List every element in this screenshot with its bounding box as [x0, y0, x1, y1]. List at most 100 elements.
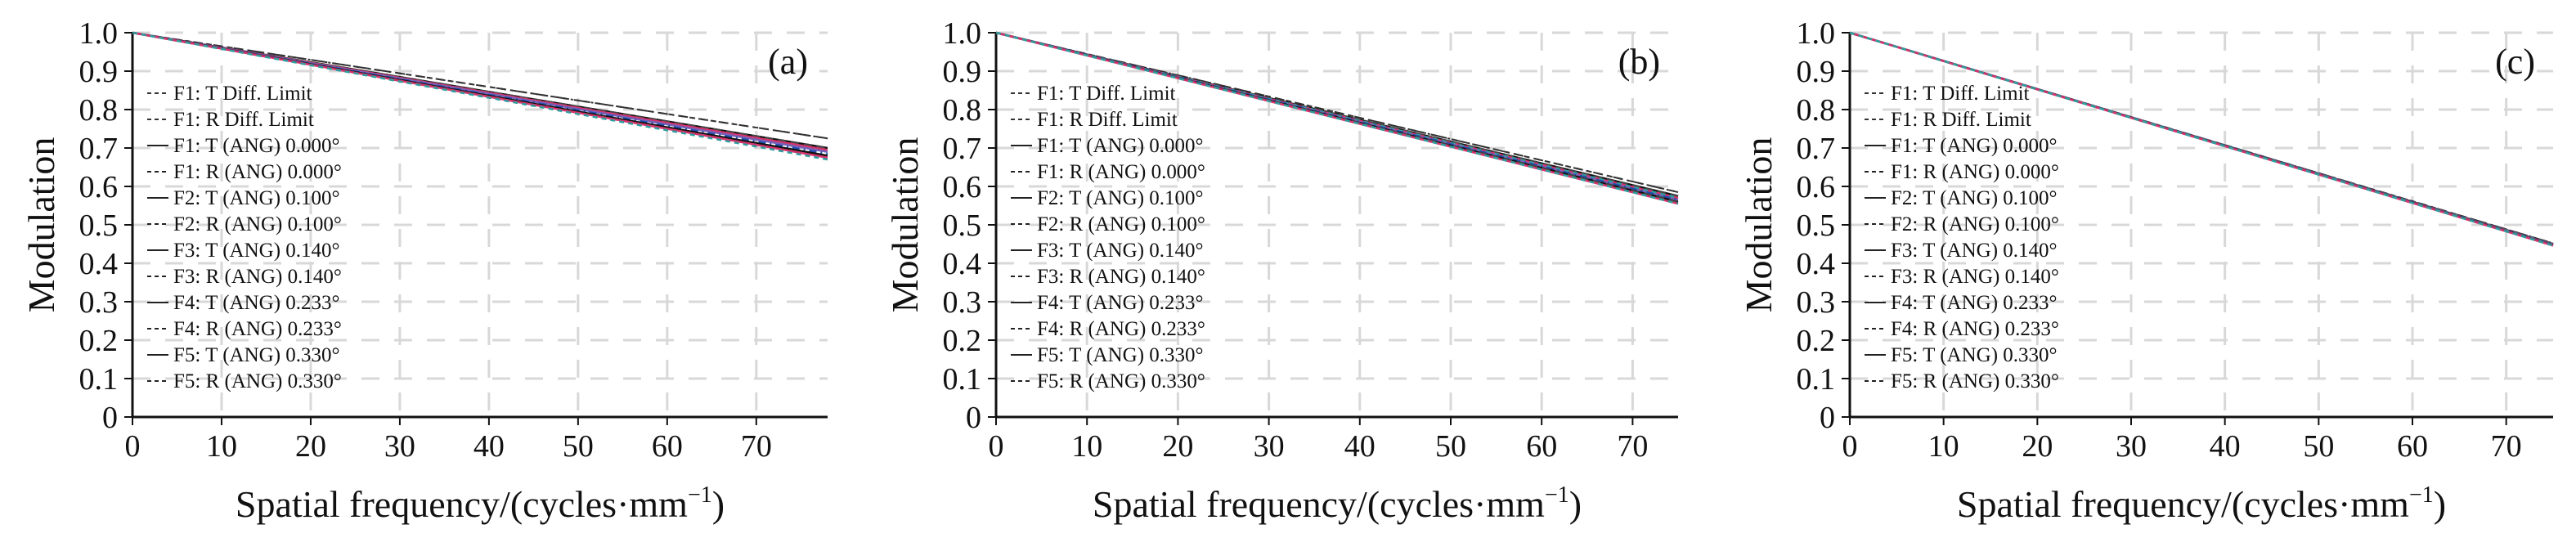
y-tick-label: 0.6: [79, 170, 119, 204]
legend-entry: F1: T (ANG) 0.000°: [1037, 135, 1204, 157]
y-tick-label: 0.9: [79, 55, 119, 89]
legend-entry: F5: R (ANG) 0.330°: [1037, 370, 1205, 392]
x-tick-label: 20: [295, 429, 326, 464]
x-tick-label: 10: [206, 429, 237, 464]
y-tick-label: 0.1: [79, 362, 119, 397]
x-tick-label: 0: [1842, 429, 1858, 464]
chart-panel-c: 00.10.20.30.40.50.60.70.80.91.00 10 20 30 40…: [1738, 16, 2554, 525]
y-tick-label: 0.7: [943, 132, 982, 166]
mtf-series-line: [995, 31, 1679, 201]
y-tick-label: 0.6: [943, 170, 982, 204]
x-tick-label: 60: [1526, 429, 1557, 464]
legend-entry: F1: T Diff. Limit: [1891, 83, 2030, 105]
y-tick-label: 0.2: [1797, 324, 1836, 358]
legend-entry: F5: T (ANG) 0.330°: [1891, 344, 2058, 366]
legend-entry: F3: R (ANG) 0.140°: [1037, 266, 1205, 288]
y-tick-label: 1.0: [943, 16, 982, 51]
legend-entry: F4: T (ANG) 0.233°: [173, 292, 340, 314]
legend-entry: F3: T (ANG) 0.140°: [1891, 240, 2058, 262]
legend-entry: F1: R Diff. Limit: [1891, 109, 2031, 131]
y-tick-label: 1.0: [79, 16, 119, 51]
x-axis-title: Spatial frequency/(cycles·mm−1): [1957, 482, 2446, 525]
panel-label: (b): [1618, 42, 1660, 82]
x-tick-label: 20: [1162, 429, 1193, 464]
panel-label: (c): [2495, 42, 2535, 82]
x-tick-label: 70: [1617, 429, 1648, 464]
legend-entry: F4: R (ANG) 0.233°: [173, 318, 342, 340]
y-tick-label: 0.4: [79, 247, 119, 281]
y-tick-label: 0.8: [79, 93, 119, 128]
y-tick-label: 0: [966, 401, 981, 435]
legend-entry: F1: T Diff. Limit: [173, 83, 312, 105]
x-axis-title-main: Spatial frequency/(cycles·mm: [236, 483, 688, 525]
y-tick-label: 0.5: [943, 208, 982, 243]
legend-entry: F1: T (ANG) 0.000°: [1891, 135, 2058, 157]
y-tick-label: 0.4: [943, 247, 982, 281]
x-tick-label: 50: [563, 429, 594, 464]
legend-entry: F1: T Diff. Limit: [1037, 83, 1176, 105]
y-tick-label: 0.6: [1797, 170, 1836, 204]
panel-label: (a): [768, 42, 808, 82]
legend-entry: F4: T (ANG) 0.233°: [1037, 292, 1204, 314]
legend-entry: F1: R (ANG) 0.000°: [173, 161, 342, 183]
x-axis-title: Spatial frequency/(cycles·mm−1): [1093, 482, 1582, 525]
legend-entry: F1: R (ANG) 0.000°: [1037, 161, 1205, 183]
y-tick-label: 0.3: [79, 285, 119, 320]
y-tick-label: 0.1: [943, 362, 982, 397]
mtf-series-line: [132, 32, 828, 140]
y-tick-label: 0.4: [1797, 247, 1836, 281]
y-tick-label: 0.9: [943, 55, 982, 89]
mtf-series-line: [132, 31, 828, 161]
x-tick-label: 30: [2116, 429, 2147, 464]
legend-entry: F1: R Diff. Limit: [1037, 109, 1178, 131]
x-tick-label: 10: [1071, 429, 1102, 464]
x-tick-label: 50: [2303, 429, 2334, 464]
x-tick-label: 10: [1928, 429, 1959, 464]
x-axis-title-close: ): [1569, 483, 1582, 525]
x-axis-title: Spatial frequency/(cycles·mm−1): [236, 482, 725, 525]
legend-entry: F3: T (ANG) 0.140°: [1037, 240, 1204, 262]
y-tick-label: 0.2: [79, 324, 119, 358]
y-tick-label: 0.2: [943, 324, 982, 358]
mtf-series-line: [1849, 31, 2554, 247]
x-tick-label: 30: [1254, 429, 1285, 464]
y-tick-label: 0.1: [1797, 362, 1836, 397]
x-tick-label: 40: [473, 429, 505, 464]
x-tick-label: 70: [741, 429, 772, 464]
x-tick-label: 50: [1435, 429, 1466, 464]
y-tick-label: 0.7: [79, 132, 119, 166]
y-axis-title: Modulation: [20, 137, 62, 313]
x-tick-label: 40: [1344, 429, 1376, 464]
chart-panel-a: 00.10.20.30.40.50.60.70.80.91.00 10 20 30 40…: [20, 16, 828, 525]
legend-entry: F4: R (ANG) 0.233°: [1037, 318, 1205, 340]
legend-entry: F3: T (ANG) 0.140°: [173, 240, 340, 262]
legend-entry: F4: R (ANG) 0.233°: [1891, 318, 2059, 340]
x-tick-label: 70: [2491, 429, 2522, 464]
y-tick-label: 0.8: [1797, 93, 1836, 128]
y-tick-label: 0.7: [1797, 132, 1836, 166]
legend-entry: F4: T (ANG) 0.233°: [1891, 292, 2058, 314]
y-tick-label: 0.8: [943, 93, 982, 128]
y-tick-label: 1.0: [1797, 16, 1836, 51]
x-axis-title-exponent: −1: [688, 482, 712, 508]
x-axis-title-main: Spatial frequency/(cycles·mm: [1093, 483, 1545, 525]
y-axis-title: Modulation: [1738, 137, 1779, 313]
mtf-series-line: [132, 31, 828, 155]
legend-entry: F5: T (ANG) 0.330°: [173, 344, 340, 366]
y-tick-label: 0.3: [1797, 285, 1836, 320]
y-tick-label: 0: [102, 401, 118, 435]
legend-entry: F1: T (ANG) 0.000°: [173, 135, 340, 157]
legend-entry: F2: T (ANG) 0.100°: [173, 187, 340, 209]
x-axis-title-close: ): [712, 483, 725, 525]
x-axis-title-exponent: −1: [1545, 482, 1569, 508]
legend-entry: F2: T (ANG) 0.100°: [1037, 187, 1204, 209]
legend-entry: F3: R (ANG) 0.140°: [1891, 266, 2059, 288]
legend-entry: F3: R (ANG) 0.140°: [173, 266, 342, 288]
x-tick-label: 60: [652, 429, 683, 464]
legend-entry: F2: R (ANG) 0.100°: [1891, 213, 2059, 235]
x-tick-label: 30: [384, 429, 415, 464]
legend-entry: F1: R (ANG) 0.000°: [1891, 161, 2059, 183]
x-tick-label: 0: [125, 429, 141, 464]
chart-panel-b: 00.10.20.30.40.50.60.70.80.91.00 10 20 30 40…: [884, 16, 1679, 525]
